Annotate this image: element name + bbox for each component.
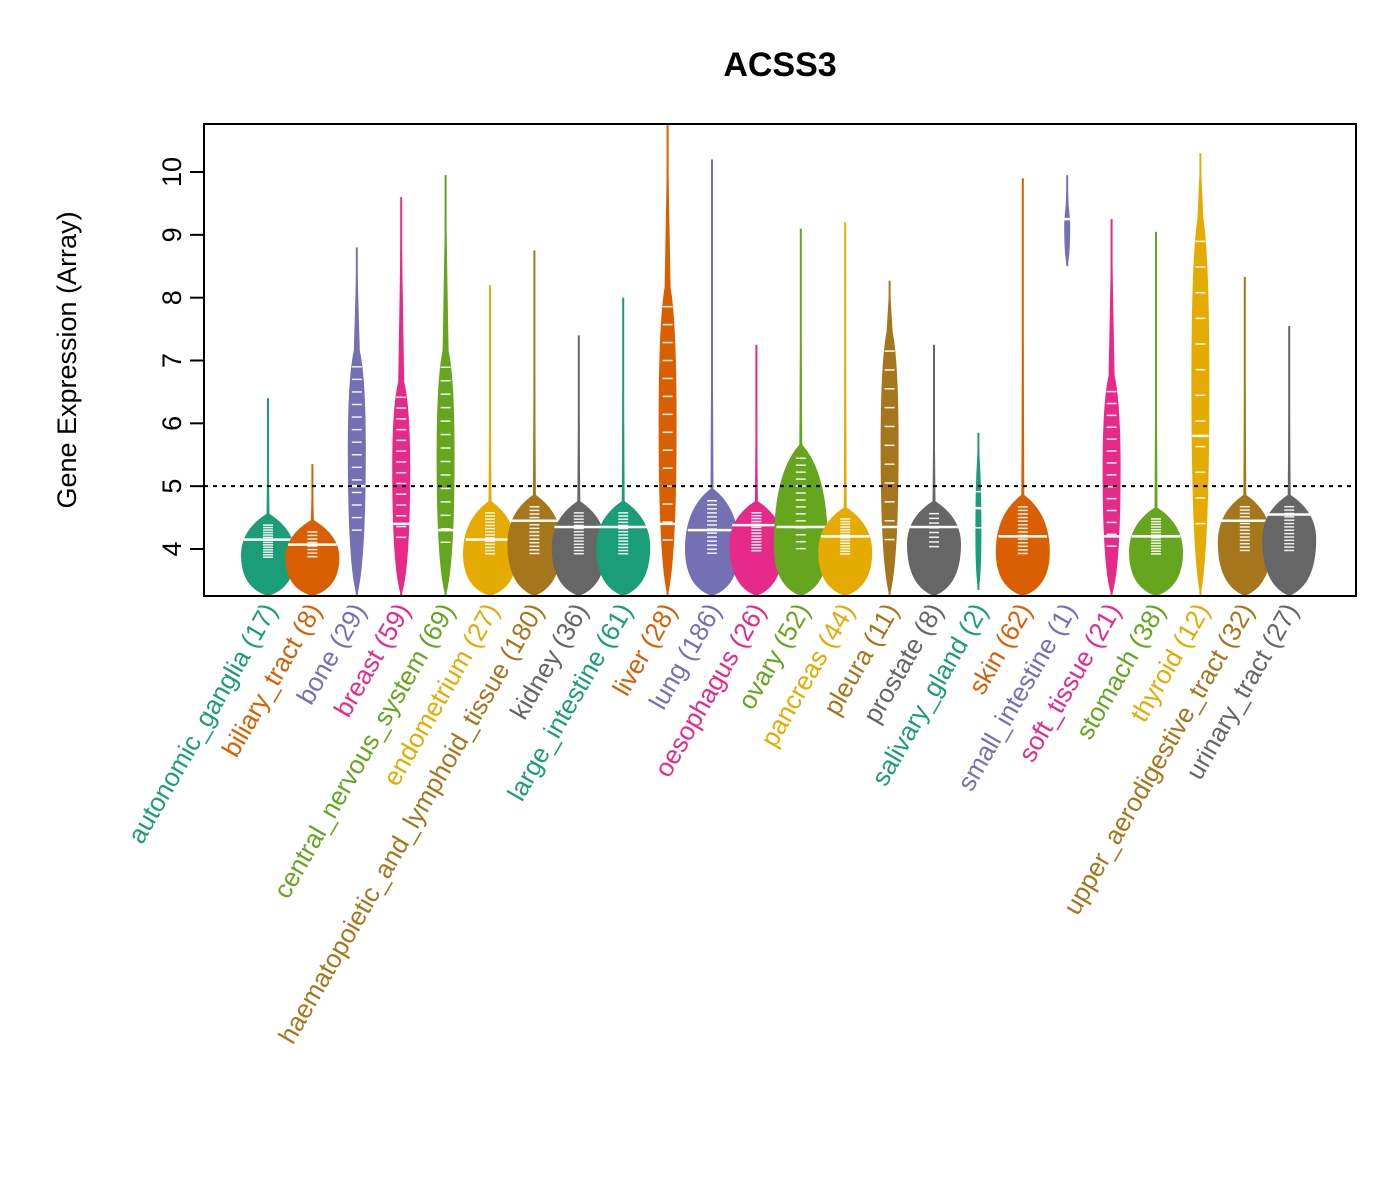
- violin-body: [1129, 231, 1183, 596]
- x-axis-labels: autonomic_ganglia (17)biliary_tract (8)b…: [121, 598, 1304, 1049]
- violin-pancreas: [818, 222, 873, 596]
- violin-body: [507, 250, 562, 596]
- violin-body: [463, 285, 517, 596]
- violin-lung: [685, 159, 739, 597]
- violin-skin: [995, 178, 1050, 597]
- violin-body: [907, 344, 961, 596]
- violin-bone: [347, 247, 366, 596]
- violin-pleura: [880, 280, 899, 596]
- violin-liver: [658, 124, 677, 596]
- y-tick-label: 9: [157, 227, 187, 242]
- violin-stomach: [1129, 231, 1183, 596]
- violin-breast: [392, 197, 411, 597]
- violin-body: [880, 280, 899, 596]
- y-tick-label: 6: [157, 416, 187, 431]
- y-tick-label: 8: [157, 290, 187, 305]
- violin-oesophagus: [729, 344, 784, 596]
- violin-large-intestine: [596, 297, 651, 596]
- violin-biliary-tract: [285, 464, 340, 596]
- violin-body: [773, 228, 828, 596]
- violin-body: [596, 297, 651, 596]
- violin-body: [1262, 325, 1317, 596]
- violin-body: [685, 159, 739, 597]
- violin-body: [241, 398, 295, 596]
- violin-body: [1217, 276, 1272, 596]
- y-axis-label: Gene Expression (Array): [52, 211, 82, 508]
- violin-soft-tissue: [1102, 219, 1121, 596]
- chart-title: ACSS3: [723, 46, 836, 84]
- y-tick-label: 7: [157, 353, 187, 368]
- violin-kidney: [551, 335, 606, 596]
- violin-small-intestine: [1061, 175, 1074, 267]
- violins: [241, 124, 1317, 597]
- violin-body: [436, 175, 455, 596]
- y-tick-label: 4: [157, 541, 187, 556]
- violin-urinary-tract: [1262, 325, 1317, 596]
- violin-body: [818, 222, 873, 596]
- violin-body: [1064, 175, 1071, 267]
- violin-body: [1191, 153, 1210, 596]
- violin-ovary: [773, 228, 828, 596]
- y-tick-label: 10: [157, 157, 187, 187]
- violin-body: [347, 247, 366, 596]
- violin-body: [1102, 219, 1121, 596]
- violin-body: [729, 344, 784, 596]
- violin-upper-aerodigestive-tract: [1217, 276, 1272, 596]
- violin-prostate: [907, 344, 961, 596]
- violin-body: [551, 335, 606, 596]
- violin-haematopoietic-and-lymphoid-tissue: [507, 250, 562, 596]
- y-tick-label: 5: [157, 479, 187, 494]
- violin-thyroid: [1191, 153, 1210, 596]
- violin-salivary-gland: [972, 432, 985, 590]
- violin-central-nervous-system: [436, 175, 455, 596]
- plot-frame: [203, 123, 1357, 597]
- violin-endometrium: [463, 285, 517, 596]
- y-axis: 4 5 6 7 8 9 10: [157, 157, 204, 557]
- violin-body: [975, 432, 982, 590]
- violin-body: [285, 464, 340, 596]
- violin-autonomic-ganglia: [241, 398, 295, 596]
- violin-body: [995, 178, 1050, 597]
